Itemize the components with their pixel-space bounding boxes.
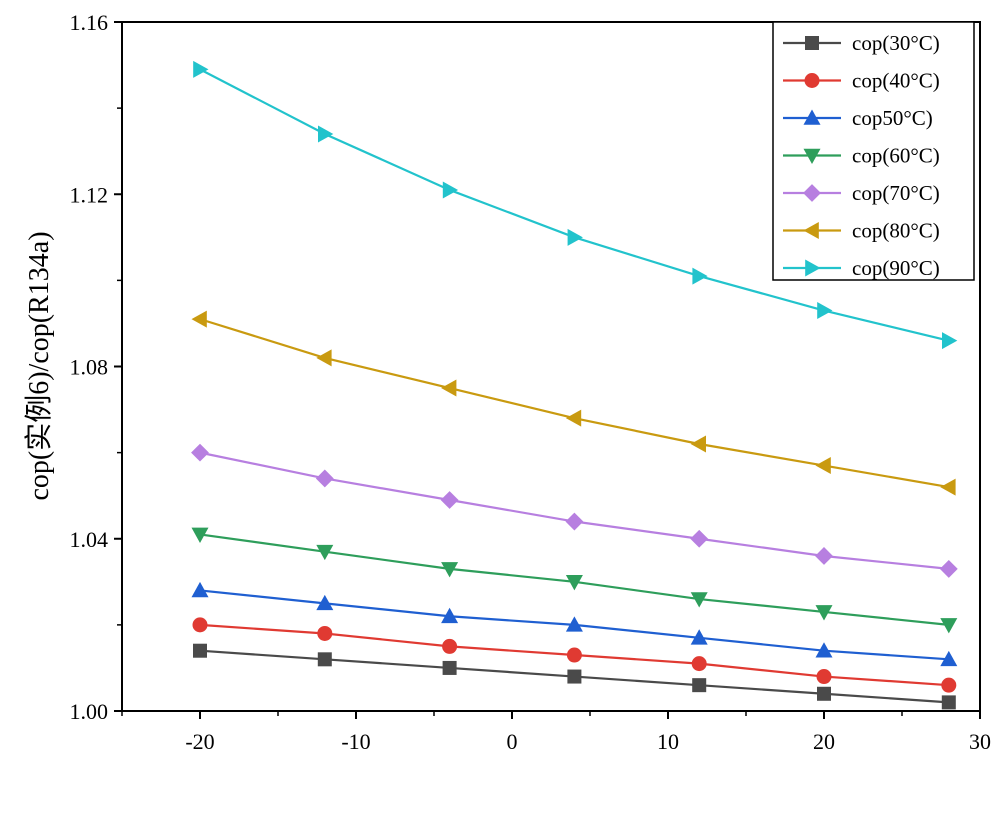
- data-point: [690, 592, 708, 608]
- data-point: [441, 379, 457, 397]
- series-line: [199, 451, 949, 570]
- legend-item: cop50°C): [783, 106, 933, 130]
- data-point: [815, 605, 833, 621]
- y-axis-title: cop(实例6)/cop(R134a): [23, 231, 55, 500]
- data-point: [193, 643, 207, 658]
- data-point: [193, 60, 209, 78]
- legend-label: cop(70°C): [852, 181, 940, 205]
- data-point: [316, 594, 334, 611]
- data-point: [442, 660, 457, 675]
- data-point: [816, 669, 832, 685]
- data-point: [815, 547, 833, 565]
- series-5: [191, 310, 956, 496]
- data-point: [440, 491, 459, 509]
- data-point: [939, 559, 958, 578]
- data-point: [690, 529, 709, 548]
- data-point: [942, 332, 958, 350]
- legend-marker: [803, 184, 821, 202]
- series-2: [191, 581, 958, 667]
- data-point: [565, 409, 582, 427]
- data-point: [690, 629, 708, 645]
- series-layer: [191, 60, 958, 710]
- x-tick-label: 0: [507, 729, 518, 754]
- y-tick-label: 1.00: [70, 699, 109, 724]
- data-point: [690, 435, 706, 453]
- data-point: [441, 562, 459, 578]
- data-point: [815, 642, 833, 658]
- data-point: [316, 349, 332, 367]
- legend-marker: [805, 259, 821, 277]
- data-point: [691, 656, 707, 672]
- legend-item: cop(70°C): [783, 181, 940, 205]
- legend-marker: [804, 73, 820, 88]
- data-point: [317, 652, 332, 667]
- legend: cop(30°C) cop(40°C) cop50°C) cop(60°C) cop(7…: [772, 21, 975, 281]
- series-4: [191, 443, 958, 578]
- data-point: [692, 267, 708, 285]
- data-point: [442, 638, 458, 654]
- x-tick-label: -10: [341, 729, 370, 754]
- data-point: [565, 512, 584, 531]
- series-1: [192, 617, 957, 693]
- legend-item: cop(30°C): [783, 31, 940, 55]
- series-3: [191, 527, 958, 634]
- data-point: [692, 678, 707, 693]
- data-point: [940, 478, 956, 496]
- x-tick-label: 30: [969, 729, 991, 754]
- data-point: [565, 575, 583, 591]
- legend-label: cop(90°C): [852, 256, 940, 280]
- series-line: [199, 318, 949, 489]
- legend-item: cop(90°C): [783, 256, 940, 280]
- y-tick-label: 1.12: [70, 182, 109, 207]
- y-tick-label: 1.08: [70, 355, 109, 380]
- data-point: [567, 228, 583, 246]
- data-point: [191, 443, 209, 462]
- data-point: [192, 617, 208, 633]
- legend-item: cop(60°C): [783, 144, 940, 168]
- data-point: [191, 310, 207, 328]
- data-point: [565, 616, 583, 632]
- data-point: [817, 302, 833, 320]
- data-point: [941, 695, 956, 710]
- data-point: [191, 527, 209, 543]
- data-point: [567, 669, 582, 684]
- data-point: [318, 125, 334, 143]
- legend-label: cop(30°C): [852, 31, 940, 55]
- data-point: [815, 457, 831, 475]
- data-point: [316, 544, 334, 561]
- x-tick-label: -20: [185, 729, 214, 754]
- legend-label: cop(60°C): [852, 144, 940, 168]
- data-point: [940, 618, 958, 634]
- data-point: [941, 677, 957, 693]
- legend-marker: [803, 222, 819, 239]
- legend-box: [772, 21, 975, 281]
- data-point: [940, 650, 958, 667]
- series-6: [193, 60, 958, 350]
- axes-layer: -20 -10 0 10 20 30 1.00 1.04 1.08 1.12 1.16: [70, 10, 992, 754]
- legend-label: cop50°C): [852, 106, 933, 130]
- legend-label: cop(40°C): [852, 69, 940, 93]
- y-tick-label: 1.16: [70, 10, 109, 35]
- legend-marker: [803, 148, 821, 164]
- series-0: [193, 643, 956, 710]
- data-point: [315, 469, 334, 488]
- legend-marker: [805, 36, 819, 50]
- y-tick-label: 1.04: [70, 527, 109, 552]
- x-tick-label: 10: [657, 729, 679, 754]
- legend-label: cop(80°C): [852, 219, 940, 243]
- data-point: [317, 625, 333, 641]
- data-point: [817, 686, 831, 701]
- data-point: [566, 647, 582, 663]
- data-point: [442, 181, 459, 199]
- data-point: [441, 607, 459, 624]
- legend-marker: [803, 109, 821, 125]
- x-tick-label: 20: [813, 729, 835, 754]
- legend-item: cop(40°C): [783, 69, 940, 93]
- legend-item: cop(80°C): [783, 219, 940, 243]
- data-point: [191, 581, 209, 598]
